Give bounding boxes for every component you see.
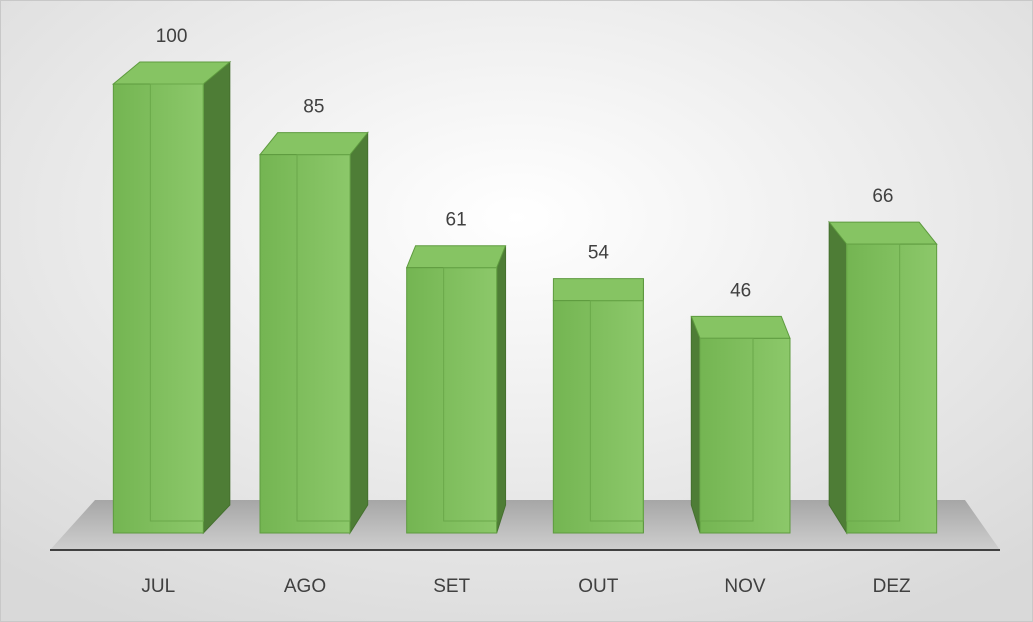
bar-edge (296, 154, 351, 522)
bar-edge (699, 337, 754, 522)
bar (690, 315, 791, 534)
data-label: 66 (872, 186, 893, 207)
bar-front (112, 83, 204, 534)
x-tick-label: OUT (578, 576, 619, 597)
bar-front (699, 337, 791, 534)
bar (111, 60, 232, 535)
bar-top (552, 278, 644, 302)
data-label: 61 (446, 210, 467, 231)
bar-edge (149, 83, 204, 522)
bar (828, 220, 938, 535)
x-tick-label: JUL (141, 576, 175, 597)
data-label: 46 (730, 280, 751, 301)
bar-top (690, 315, 791, 339)
bar-side (496, 245, 507, 534)
x-tick-label: DEZ (873, 576, 911, 597)
bar-top (828, 221, 938, 245)
bar-edge (443, 267, 498, 522)
bar-top (405, 245, 507, 269)
bar (258, 131, 369, 535)
x-tick-label: NOV (724, 576, 766, 597)
bar (405, 245, 507, 534)
bar-edge (589, 300, 644, 522)
bar-top (258, 132, 369, 156)
data-label: 54 (588, 243, 610, 264)
bar-front (846, 243, 938, 534)
bar-front (259, 154, 351, 534)
bar-front (552, 300, 644, 534)
data-label: 85 (303, 97, 324, 118)
bar-side (828, 220, 848, 535)
bar-side (202, 60, 231, 535)
bar-edge (846, 243, 901, 522)
x-tick-label: AGO (284, 576, 326, 597)
bar-side (690, 316, 701, 534)
bar (552, 278, 644, 534)
data-label: 100 (156, 26, 188, 47)
bar-front (406, 267, 498, 534)
bar-side (349, 131, 369, 535)
x-tick-label: SET (433, 576, 470, 597)
